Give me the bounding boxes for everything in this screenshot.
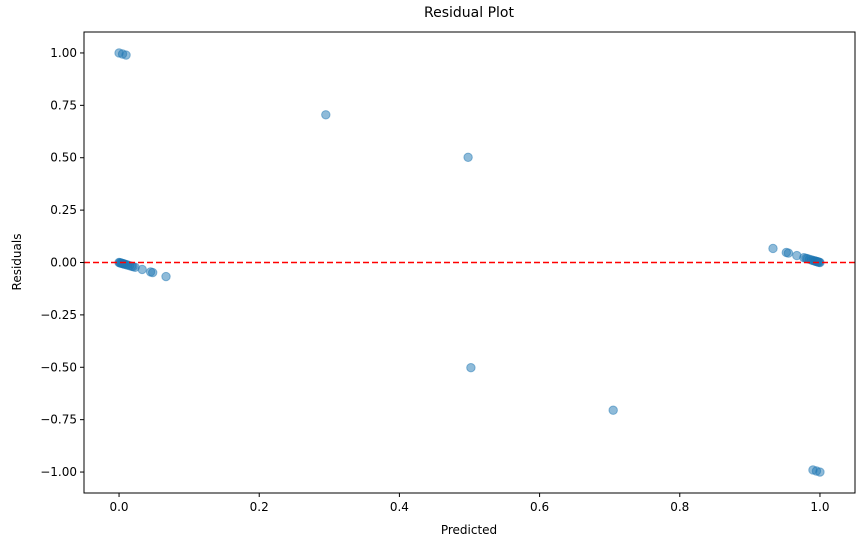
scatter-point bbox=[137, 264, 147, 275]
scatter-point bbox=[321, 110, 331, 120]
y-axis-label: Residuals bbox=[10, 234, 24, 291]
scatter-point bbox=[463, 152, 473, 163]
y-tick-label: 0.00 bbox=[50, 256, 77, 270]
y-axis: 1.00 0.75 0.50 0.25 0.00 −0.25 −0.50 −0.75 −1.00 bbox=[40, 46, 84, 479]
chart-title: Residual Plot bbox=[424, 5, 514, 21]
scatter-point bbox=[768, 243, 778, 254]
x-tick-label: 0.2 bbox=[250, 500, 269, 514]
scatter-point bbox=[147, 267, 158, 278]
plot-frame bbox=[83, 31, 856, 494]
scatter-points bbox=[114, 48, 825, 477]
x-tick-label: 0.8 bbox=[670, 500, 689, 514]
y-tick-label: −0.25 bbox=[40, 308, 77, 322]
plot-area bbox=[83, 31, 856, 494]
y-tick-label: 0.50 bbox=[50, 151, 77, 165]
x-tick-label: 1.0 bbox=[810, 500, 829, 514]
scatter-point bbox=[608, 405, 618, 415]
scatter-point bbox=[815, 467, 825, 477]
x-axis-label: Predicted bbox=[441, 523, 497, 537]
x-tick-label: 0.4 bbox=[390, 500, 409, 514]
y-tick-label: −0.50 bbox=[40, 360, 77, 374]
scatter-point bbox=[783, 248, 794, 258]
scatter-point bbox=[466, 362, 476, 373]
y-tick-label: −1.00 bbox=[40, 465, 77, 479]
y-tick-label: −0.75 bbox=[40, 413, 77, 427]
x-tick-label: 0.0 bbox=[109, 500, 128, 514]
scatter-point bbox=[161, 271, 171, 282]
y-tick-label: 0.25 bbox=[50, 203, 77, 217]
y-tick-label: 1.00 bbox=[50, 46, 77, 60]
x-tick-label: 0.6 bbox=[530, 500, 549, 514]
scatter-point bbox=[121, 50, 131, 60]
y-tick-label: 0.75 bbox=[50, 98, 77, 112]
x-axis: 0.0 0.2 0.4 0.6 0.8 1.0 bbox=[109, 493, 830, 514]
